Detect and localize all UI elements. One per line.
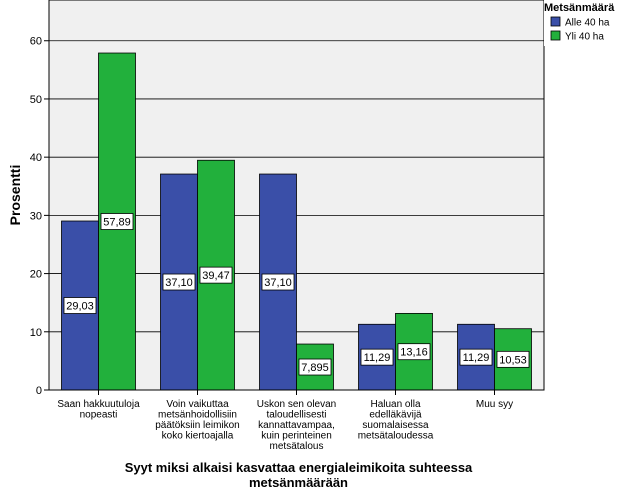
legend-label: Alle 40 ha [565,18,610,29]
data-label: 37,10 [261,273,295,291]
y-axis: 0 10 20 30 40 50 60 [30,36,49,397]
x-axis-title: Syyt miksi alkaisi kasvattaa energialeim… [125,460,473,490]
data-label-box [397,343,431,361]
data-label-box [261,273,295,291]
data-label: 57,89 [100,213,134,230]
data-label: 11,29 [459,348,493,366]
data-label-text: 11,29 [463,352,490,364]
data-labels: 29,03 57,89 37,10 39,47 37,10 7,895 11,29 13,16… [63,213,530,376]
data-label-text: 10,53 [499,354,527,366]
data-label-box [199,266,233,284]
legend-items: Alle 40 ha Yli 40 ha [550,16,610,43]
data-label-box [360,348,394,366]
data-label-box [298,358,332,376]
x-axis: Saan hakkuutuloja nopeasti Voin vaikuttaa m… [49,389,544,452]
data-label: 29,03 [63,297,97,314]
y-tick-label: 10 [30,327,42,339]
y-tick-label: 30 [30,210,42,222]
data-label-box [162,273,196,291]
data-label: 13,16 [397,343,431,361]
data-label-box [100,213,134,230]
data-label-box [459,348,493,366]
data-label: 37,10 [162,273,196,291]
data-label: 11,29 [360,348,394,366]
legend-swatch [550,30,561,41]
data-label: 39,47 [199,266,233,284]
y-axis-title: Prosentti [7,165,23,226]
data-label-text: 13,16 [400,347,428,359]
y-tick-label: 60 [30,36,42,48]
data-label-text: 11,29 [364,352,391,364]
data-label-text: 39,47 [202,270,230,282]
y-tick-label: 0 [36,385,42,397]
legend-swatch [550,16,561,27]
y-tick-label: 20 [30,269,42,281]
data-label-box [496,350,530,368]
x-tick-label: Muu syy [476,399,513,410]
data-label: 7,895 [298,358,332,376]
x-tick-label: Haluan olla edelläkävijä suomalaisessa mets… [358,399,434,442]
data-label-text: 57,89 [103,217,131,229]
x-tick-label: Saan hakkuutuloja nopeasti [57,399,140,421]
legend-label: Yli 40 ha [565,32,604,43]
data-label: 10,53 [496,350,530,368]
data-label-box [63,297,97,314]
data-label-text: 37,10 [264,277,292,289]
y-tick-label: 40 [30,152,42,164]
x-tick-label: Voin vaikuttaa metsänhoidollisiin päätöksi… [155,399,240,442]
data-label-text: 7,895 [301,362,329,374]
legend: Metsänmäärä Alle 40 ha Yli 40 ha [544,0,626,46]
data-label-text: 29,03 [66,301,94,313]
y-tick-label: 50 [30,94,42,106]
legend-title: Metsänmäärä [544,2,615,14]
data-label-text: 37,10 [165,277,193,289]
x-tick-label: Uskon sen olevan taloudellisesti kannattav… [257,399,337,452]
